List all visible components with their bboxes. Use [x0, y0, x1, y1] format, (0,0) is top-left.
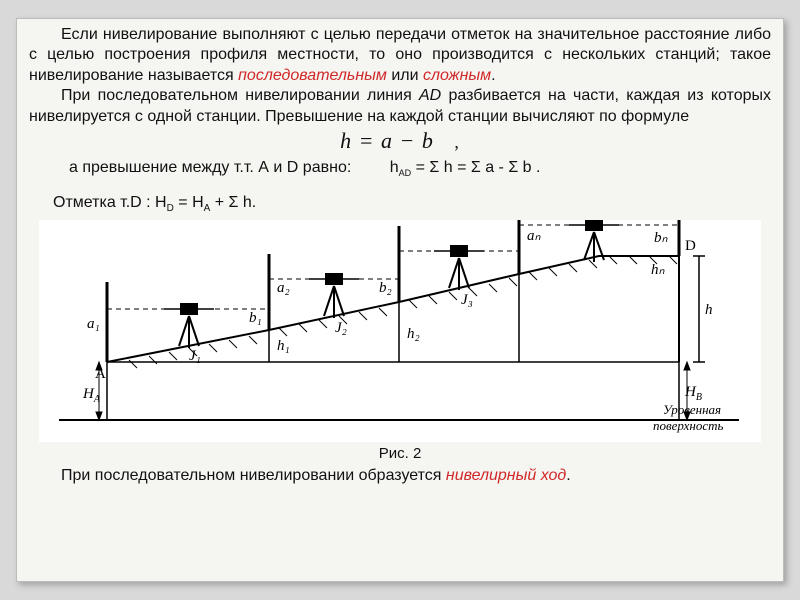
mark-line: Отметка т.D : HD = HA + Σ h.	[29, 193, 771, 216]
lbl-j1: J₁	[189, 348, 201, 364]
figure-caption: Рис. 2	[29, 444, 771, 463]
lbl-h1: h₁	[277, 338, 290, 354]
lbl-level2: поверхность	[653, 418, 724, 433]
lbl-a1: a₁	[87, 316, 100, 332]
lbl-an: aₙ	[527, 228, 542, 244]
main-formula: h = a − b ,	[29, 127, 771, 155]
sum-line-c: = Σ h = Σ a - Σ b .	[411, 159, 540, 176]
p1-text-c: или	[387, 67, 423, 84]
paragraph-2: При последовательном нивелировании линия…	[29, 86, 771, 127]
sum-line: а превышение между т.т. А и D равно: hAD…	[29, 158, 771, 180]
lbl-j3: J₃	[461, 292, 473, 308]
p2-line-ad: AD	[419, 87, 441, 104]
lbl-HA: HA	[82, 386, 101, 405]
bottom-a: При последовательном нивелировании образ…	[61, 467, 446, 484]
sum-line-h: h	[356, 159, 399, 176]
sum-line-a: а превышение между т.т. А и D равно:	[69, 159, 351, 176]
formula-expr: h = a − b	[340, 128, 434, 153]
p1-term-2: сложным	[423, 67, 491, 84]
lbl-bn: bₙ	[654, 230, 669, 246]
sum-line-sub: AD	[399, 168, 412, 178]
figure-svg: a₁ b₁ a₂ b₂ aₙ bₙ J₁ J₂ J₃ h₁ h₂ hₙ A D …	[39, 220, 783, 442]
lbl-a2: a₂	[277, 280, 290, 296]
lbl-level1: Уровенная	[663, 402, 721, 417]
lbl-h2: h₂	[407, 326, 420, 342]
bottom-term: нивелирный ход	[446, 467, 566, 484]
p1-text-e: .	[491, 67, 495, 84]
mark-a: Отметка т.D : H	[53, 194, 167, 211]
p1-term-1: последовательным	[238, 67, 387, 84]
document-page: Если нивелирование выполняют с целью пер…	[16, 18, 784, 582]
figure: a₁ b₁ a₂ b₂ aₙ bₙ J₁ J₂ J₃ h₁ h₂ hₙ A D …	[39, 220, 761, 442]
lbl-hn: hₙ	[651, 262, 666, 278]
lbl-b1: b₁	[249, 310, 262, 326]
paragraph-1: Если нивелирование выполняют с целью пер…	[29, 25, 771, 86]
mark-c: + Σ h.	[210, 194, 256, 211]
bottom-paragraph: При последовательном нивелировании образ…	[29, 466, 771, 486]
content-area: Если нивелирование выполняют с целью пер…	[17, 19, 783, 491]
mark-sub1: D	[167, 203, 174, 214]
mark-b: = H	[174, 194, 204, 211]
p2-text-a: При последовательном нивелировании линия	[61, 87, 419, 104]
lbl-h: h	[705, 302, 713, 318]
bottom-c: .	[566, 467, 570, 484]
lbl-D: D	[685, 238, 696, 254]
lbl-b2: b₂	[379, 280, 392, 296]
lbl-j2: J₂	[335, 320, 347, 336]
formula-comma: ,	[440, 132, 460, 152]
